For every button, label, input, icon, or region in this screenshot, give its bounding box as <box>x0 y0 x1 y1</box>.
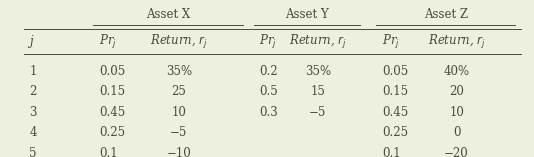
Text: 10: 10 <box>449 106 464 119</box>
Text: −5: −5 <box>309 106 326 119</box>
Text: 3: 3 <box>29 106 37 119</box>
Text: Pr$_j$: Pr$_j$ <box>382 33 400 51</box>
Text: 0.05: 0.05 <box>99 65 125 78</box>
Text: 0.45: 0.45 <box>99 106 125 119</box>
Text: Asset Y: Asset Y <box>285 8 329 21</box>
Text: 20: 20 <box>449 85 464 98</box>
Text: Return, $r_j$: Return, $r_j$ <box>428 33 485 51</box>
Text: 0.3: 0.3 <box>259 106 278 119</box>
Text: 35%: 35% <box>305 65 331 78</box>
Text: Asset X: Asset X <box>146 8 190 21</box>
Text: Return, $r_j$: Return, $r_j$ <box>289 33 347 51</box>
Text: 4: 4 <box>29 126 37 139</box>
Text: 0.2: 0.2 <box>259 65 278 78</box>
Text: 0.1: 0.1 <box>382 147 400 157</box>
Text: −20: −20 <box>444 147 469 157</box>
Text: 0: 0 <box>453 126 460 139</box>
Text: 35%: 35% <box>166 65 192 78</box>
Text: 15: 15 <box>310 85 325 98</box>
Text: 25: 25 <box>171 85 186 98</box>
Text: 0.25: 0.25 <box>382 126 408 139</box>
Text: 2: 2 <box>29 85 37 98</box>
Text: Pr$_j$: Pr$_j$ <box>99 33 117 51</box>
Text: 0.45: 0.45 <box>382 106 408 119</box>
Text: Return, $r_j$: Return, $r_j$ <box>150 33 208 51</box>
Text: 1: 1 <box>29 65 37 78</box>
Text: Pr$_j$: Pr$_j$ <box>259 33 277 51</box>
Text: 5: 5 <box>29 147 37 157</box>
Text: 0.05: 0.05 <box>382 65 408 78</box>
Text: 0.15: 0.15 <box>99 85 125 98</box>
Text: 0.1: 0.1 <box>99 147 117 157</box>
Text: Asset Z: Asset Z <box>424 8 468 21</box>
Text: −5: −5 <box>170 126 187 139</box>
Text: 0.25: 0.25 <box>99 126 125 139</box>
Text: 0.5: 0.5 <box>259 85 278 98</box>
Text: 40%: 40% <box>444 65 469 78</box>
Text: j: j <box>29 35 33 48</box>
Text: 10: 10 <box>171 106 186 119</box>
Text: −10: −10 <box>167 147 191 157</box>
Text: 0.15: 0.15 <box>382 85 408 98</box>
